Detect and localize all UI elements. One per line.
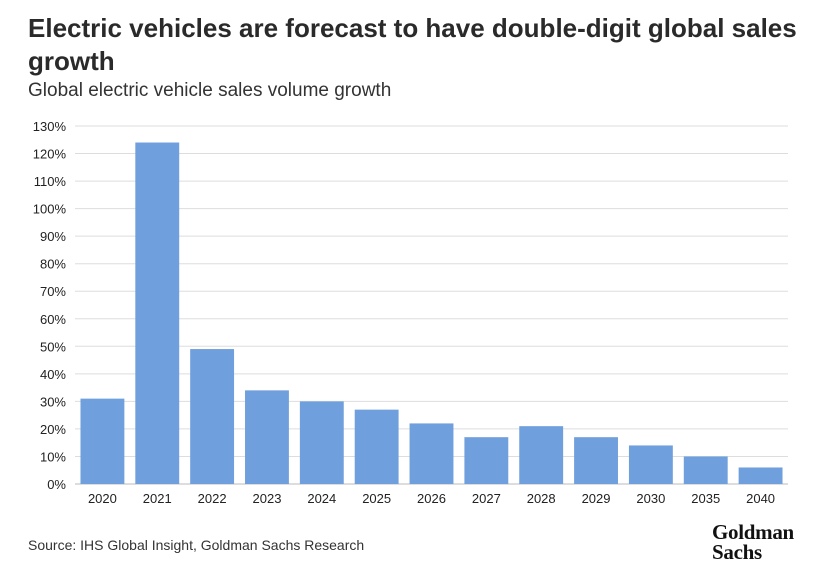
logo-line-2: Sachs (712, 540, 762, 564)
bar-2028 (519, 426, 564, 484)
bars (80, 142, 783, 484)
y-tick-label: 40% (40, 367, 66, 382)
logo-line-1: Goldman (712, 520, 794, 544)
y-tick-label: 70% (40, 284, 66, 299)
x-tick-label: 2026 (417, 491, 446, 506)
x-tick-label: 2040 (746, 491, 775, 506)
x-tick-label: 2020 (88, 491, 117, 506)
bar-2029 (574, 437, 618, 484)
bar-2020 (80, 398, 125, 484)
x-tick-label: 2030 (636, 491, 665, 506)
y-tick-label: 90% (40, 229, 66, 244)
goldman-sachs-logo: Goldman Sachs (712, 520, 794, 564)
y-tick-label: 10% (40, 449, 66, 464)
x-tick-label: 2021 (143, 491, 172, 506)
bar-2026 (409, 423, 454, 484)
x-tick-label: 2022 (198, 491, 227, 506)
x-tick-label: 2023 (253, 491, 282, 506)
bar-2025 (354, 409, 399, 484)
x-tick-label: 2025 (362, 491, 391, 506)
bar-2021 (135, 142, 180, 484)
y-tick-label: 80% (40, 257, 66, 272)
x-tick-label: 2035 (691, 491, 720, 506)
x-tick-label: 2027 (472, 491, 501, 506)
bar-2030 (628, 445, 673, 484)
chart-subtitle: Global electric vehicle sales volume gro… (28, 80, 392, 101)
bar-2035 (683, 456, 728, 484)
bar-2023 (245, 390, 289, 484)
y-tick-label: 20% (40, 422, 66, 437)
y-tick-label: 120% (33, 147, 67, 162)
y-tick-label: 110% (34, 174, 67, 189)
bar-2024 (299, 401, 344, 484)
bar-2040 (738, 467, 783, 484)
y-tick-label: 50% (40, 339, 66, 354)
y-tick-label: 100% (33, 202, 67, 217)
y-tick-label: 0% (47, 477, 66, 492)
y-tick-label: 130% (33, 119, 67, 134)
y-axis-ticks: 0% 10% 20% 30% 40% 50% 60% 70% 80% 90% 100% 110% 120… (33, 119, 67, 492)
y-tick-label: 30% (40, 394, 66, 409)
x-tick-label: 2028 (527, 491, 556, 506)
bar-2022 (190, 349, 235, 484)
chart-title: Electric vehicles are forecast to have d… (28, 13, 797, 76)
bar-2027 (464, 437, 509, 484)
x-axis-ticks: 2020 2021 2022 2023 2024 2025 2026 2027 2028 2029… (88, 491, 775, 506)
x-tick-label: 2029 (582, 491, 611, 506)
y-tick-label: 60% (40, 312, 66, 327)
x-tick-label: 2024 (307, 491, 336, 506)
source-note: Source: IHS Global Insight, Goldman Sach… (28, 537, 365, 553)
